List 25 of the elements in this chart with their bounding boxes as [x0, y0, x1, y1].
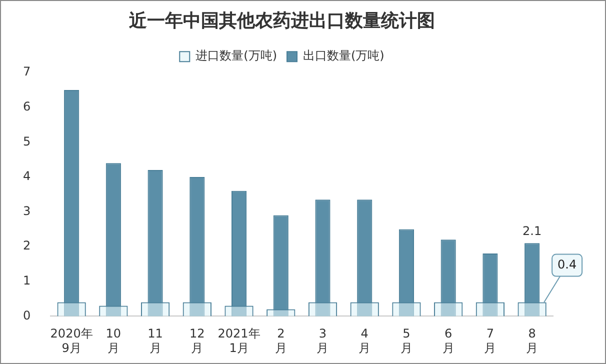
chart-title: 近一年中国其他农药进出口数量统计图 [128, 10, 435, 32]
legend-label: 出口数量(万吨) [303, 48, 384, 63]
y-tick-label: 6 [22, 100, 31, 114]
y-tick-label: 4 [22, 169, 31, 184]
x-tick-label: 2020年 9月 [50, 326, 93, 355]
x-tick-label: 10 月 [106, 326, 122, 355]
x-tick-label: 2021年 1月 [218, 326, 260, 355]
x-tick-label: 7 月 [484, 326, 496, 355]
x-tick-label: 6 月 [442, 326, 454, 355]
y-tick-label: 2 [22, 238, 31, 253]
y-tick-label: 7 [22, 64, 31, 79]
x-tick-label: 4 月 [358, 326, 371, 355]
data-label: 2.1 [522, 224, 542, 238]
x-tick-label: 5 月 [400, 326, 412, 355]
y-tick-label: 3 [22, 204, 31, 218]
x-tick-label: 8 月 [526, 326, 538, 355]
x-tick-label: 2 月 [274, 326, 287, 355]
y-tick-label: 1 [22, 274, 31, 288]
x-tick-label: 12 月 [190, 326, 205, 355]
y-tick-label: 5 [22, 134, 31, 148]
x-tick-label: 3 月 [316, 326, 329, 355]
legend-label: 进口数量(万吨) [196, 48, 278, 63]
y-tick-label: 0 [22, 308, 31, 322]
x-tick-label: 11 月 [148, 326, 163, 355]
data-label: 0.4 [558, 257, 577, 272]
